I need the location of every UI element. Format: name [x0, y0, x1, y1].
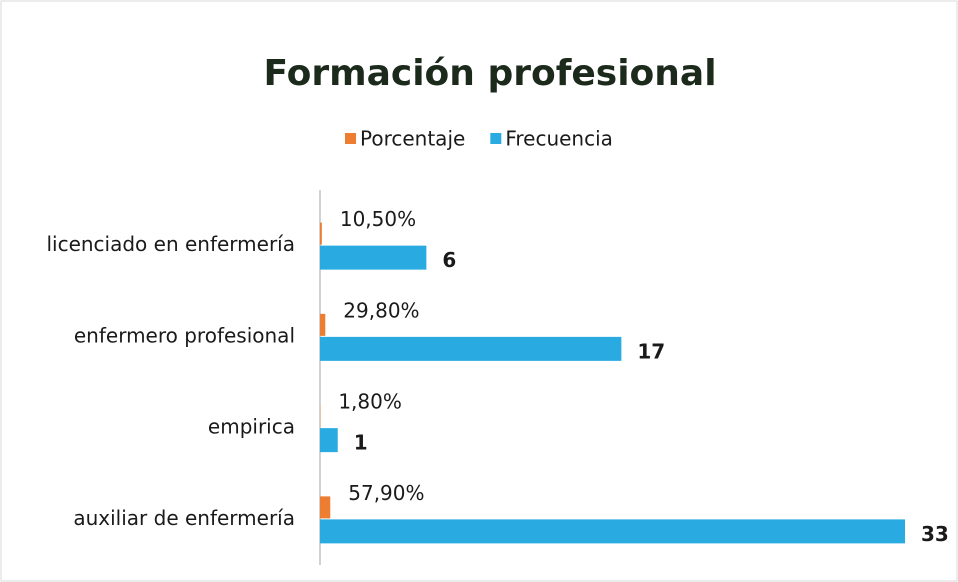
- bar: [320, 496, 331, 519]
- y-tick-label: auxiliar de enfermería: [73, 506, 295, 530]
- legend-label: Frecuencia: [505, 127, 613, 151]
- y-tick-label: enfermero profesional: [74, 323, 295, 347]
- bar: [320, 222, 322, 245]
- chart-title: Formación profesional: [263, 53, 716, 94]
- data-label: 1: [354, 431, 368, 455]
- legend-swatch: [345, 133, 356, 144]
- legend-swatch: [490, 133, 502, 144]
- data-label: 57,90%: [348, 481, 424, 505]
- data-label: 29,80%: [343, 298, 419, 322]
- bar: [320, 428, 338, 453]
- legend-label: Porcentaje: [360, 127, 465, 151]
- y-tick-label: licenciado en enfermería: [46, 232, 295, 256]
- data-label: 17: [637, 339, 665, 363]
- data-label: 33: [921, 522, 949, 546]
- bar: [320, 245, 427, 270]
- data-label: 6: [442, 248, 456, 272]
- bar: [320, 519, 905, 544]
- bar: [320, 313, 326, 336]
- data-label: 10,50%: [340, 207, 416, 231]
- y-tick-label: empirica: [208, 415, 295, 439]
- bar: [320, 336, 622, 361]
- data-label: 1,80%: [338, 390, 402, 414]
